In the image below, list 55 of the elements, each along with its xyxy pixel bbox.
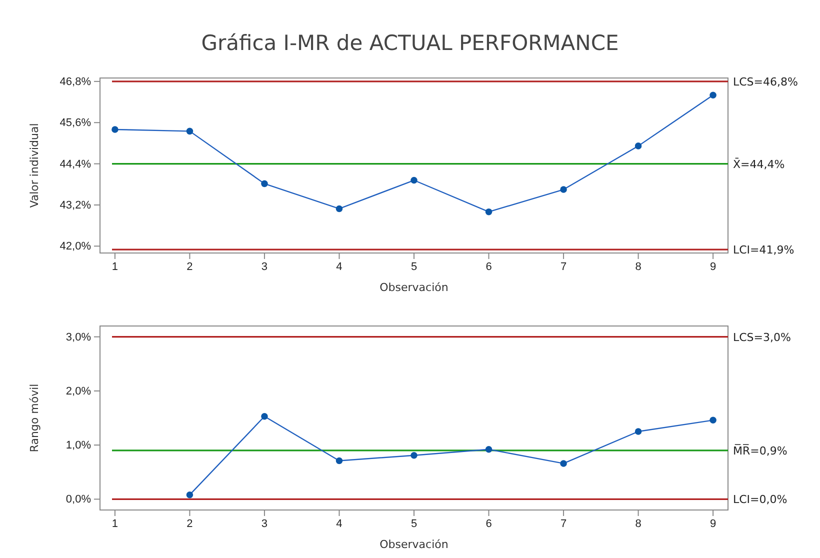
y-tick-label: 3,0%	[66, 331, 92, 344]
point	[336, 205, 343, 212]
ref-line-label: LCS=46,8%	[733, 75, 798, 88]
x-tick-label: 8	[635, 260, 642, 273]
point	[710, 92, 716, 99]
y-axis-title: Valor individual	[28, 123, 41, 208]
point	[112, 126, 118, 133]
x-axis-title: Observación	[380, 281, 448, 294]
point	[186, 491, 194, 498]
y-tick-label: 1,0%	[66, 440, 92, 452]
chart-title: Gráfica I-MR de ACTUAL PERFORMANCE	[201, 31, 619, 55]
y-tick-label: 42,0%	[60, 240, 92, 253]
x-tick-label: 1	[112, 518, 118, 530]
point	[560, 460, 567, 467]
point	[336, 457, 343, 464]
x-tick-label: 2	[186, 260, 193, 273]
x-tick-label: 5	[410, 260, 418, 273]
x-tick-label: 8	[635, 518, 642, 530]
point	[261, 413, 268, 420]
x-tick-label: 4	[336, 260, 342, 273]
y-tick-label: 2,0%	[66, 385, 92, 398]
x-tick-label: 9	[710, 518, 716, 530]
point	[485, 446, 492, 453]
point	[634, 142, 642, 150]
x-tick-label: 1	[112, 260, 118, 273]
x-tick-label: 4	[336, 518, 342, 530]
ref-line-label: LCI=41,9%	[733, 244, 794, 257]
x-tick-label: 7	[560, 260, 567, 273]
x-tick-label: 9	[710, 260, 716, 273]
point	[261, 180, 268, 188]
y-tick-label: 46,8%	[60, 76, 92, 88]
point	[410, 176, 418, 184]
point	[186, 128, 194, 135]
x-tick-label: 3	[261, 260, 268, 273]
ref-line-label: M̅R̅=0,9%	[733, 443, 788, 458]
y-axis-title: Rango móvil	[28, 384, 41, 452]
y-tick-label: 0,0%	[66, 494, 92, 506]
x-tick-label: 6	[486, 260, 492, 273]
x-tick-label: 2	[186, 518, 193, 530]
y-tick-label: 44,4%	[60, 158, 92, 170]
y-tick-label: 45,6%	[60, 117, 92, 130]
ref-line-label: LCI=0,0%	[733, 493, 788, 506]
x-tick-label: 5	[410, 518, 418, 530]
point	[634, 428, 642, 435]
point	[560, 186, 567, 193]
point	[485, 208, 492, 216]
x-tick-label: 3	[261, 518, 268, 530]
point	[410, 452, 418, 459]
x-tick-label: 7	[560, 518, 567, 530]
ref-line-label: X̄=44,4%	[733, 156, 785, 171]
point	[710, 416, 716, 424]
x-tick-label: 6	[486, 518, 492, 530]
y-tick-label: 43,2%	[60, 199, 92, 212]
x-axis-title: Observación	[380, 538, 448, 551]
ref-line-label: LCS=3,0%	[733, 330, 791, 344]
